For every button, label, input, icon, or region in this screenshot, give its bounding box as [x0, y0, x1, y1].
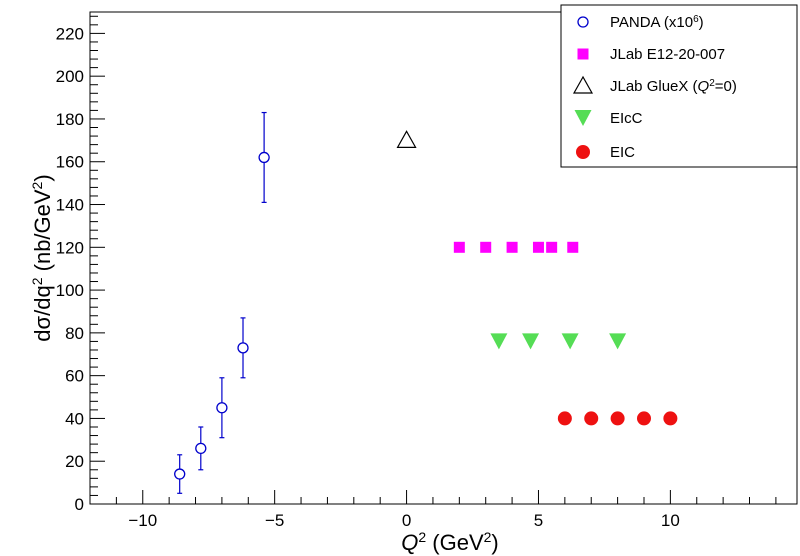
data-point — [610, 411, 625, 426]
data-point — [532, 241, 544, 253]
y-axis-title-sup2: 2 — [29, 181, 45, 189]
y-tick-label: 160 — [56, 153, 84, 172]
data-point — [174, 468, 186, 480]
x-axis-title-unit-post: ) — [491, 530, 498, 555]
x-axis-title-unit: (GeV — [426, 530, 484, 555]
y-axis-title-post: ) — [30, 174, 55, 181]
legend-marker — [574, 110, 592, 126]
x-axis-title: Q2 (GeV2) — [401, 529, 499, 555]
plot-frame — [89, 11, 798, 505]
legend: PANDA (x106) JLab E12-20-007 JLab GlueX (Q… — [560, 4, 798, 168]
x-axis: −10 −5 0 5 10 — [89, 490, 777, 530]
x-tick-label: −5 — [265, 511, 284, 530]
data-point — [506, 241, 518, 253]
y-tick-label: 140 — [56, 196, 84, 215]
data-point — [663, 411, 678, 426]
data-point — [480, 241, 492, 253]
x-axis-title-sup: 2 — [418, 529, 426, 545]
data-point — [546, 241, 558, 253]
legend-label: JLab E12-20-007 — [610, 46, 725, 63]
x-tick-label: 5 — [534, 511, 543, 530]
data-point — [216, 402, 228, 414]
data-point — [237, 342, 249, 354]
y-tick-label: 180 — [56, 110, 84, 129]
data-point — [557, 411, 572, 426]
data-point — [490, 333, 508, 350]
data-point — [195, 442, 207, 455]
data-point — [453, 241, 465, 253]
legend-label: EIcC — [610, 110, 643, 127]
y-axis-title: dσ/dq2 (nb/GeV2) — [29, 174, 55, 341]
data-points — [174, 111, 678, 494]
data-point — [561, 333, 579, 350]
y-tick-label: 0 — [75, 495, 84, 514]
y-tick-label: 80 — [65, 324, 84, 343]
y-axis-title-main: dσ/dq — [30, 285, 55, 341]
y-tick-label: 220 — [56, 24, 84, 43]
y-tick-label: 120 — [56, 238, 84, 257]
x-tick-label: −10 — [128, 511, 157, 530]
y-tick-label: 60 — [65, 367, 84, 386]
legend-label: JLab GlueX (Q2=0) — [610, 78, 737, 96]
x-tick-label: 0 — [402, 511, 411, 530]
x-tick-label: 10 — [661, 511, 680, 530]
x-axis-title-base: Q — [401, 530, 418, 555]
legend-marker — [577, 48, 589, 60]
data-point — [584, 411, 599, 426]
y-tick-label: 100 — [56, 281, 84, 300]
y-tick-label: 200 — [56, 67, 84, 86]
y-axis-title-mid: (nb/GeV — [30, 189, 55, 277]
y-axis: 0 20 40 60 80 100 120 140 160 180 200 220 — [56, 15, 105, 514]
data-point — [396, 130, 417, 148]
legend-label: EIC — [610, 144, 635, 161]
x-axis-title-unit-sup: 2 — [484, 529, 492, 545]
y-axis-title-sup1: 2 — [29, 277, 45, 285]
data-point — [567, 241, 579, 253]
data-point — [609, 333, 627, 350]
legend-marker — [576, 145, 590, 159]
legend-label: PANDA (x106) — [610, 14, 704, 32]
y-tick-label: 40 — [65, 409, 84, 428]
legend-marker — [572, 75, 594, 94]
data-point — [258, 151, 270, 164]
legend-box — [560, 4, 798, 168]
y-tick-label: 20 — [65, 452, 84, 471]
data-point — [636, 411, 651, 426]
legend-marker — [577, 16, 589, 28]
data-point — [522, 333, 540, 350]
